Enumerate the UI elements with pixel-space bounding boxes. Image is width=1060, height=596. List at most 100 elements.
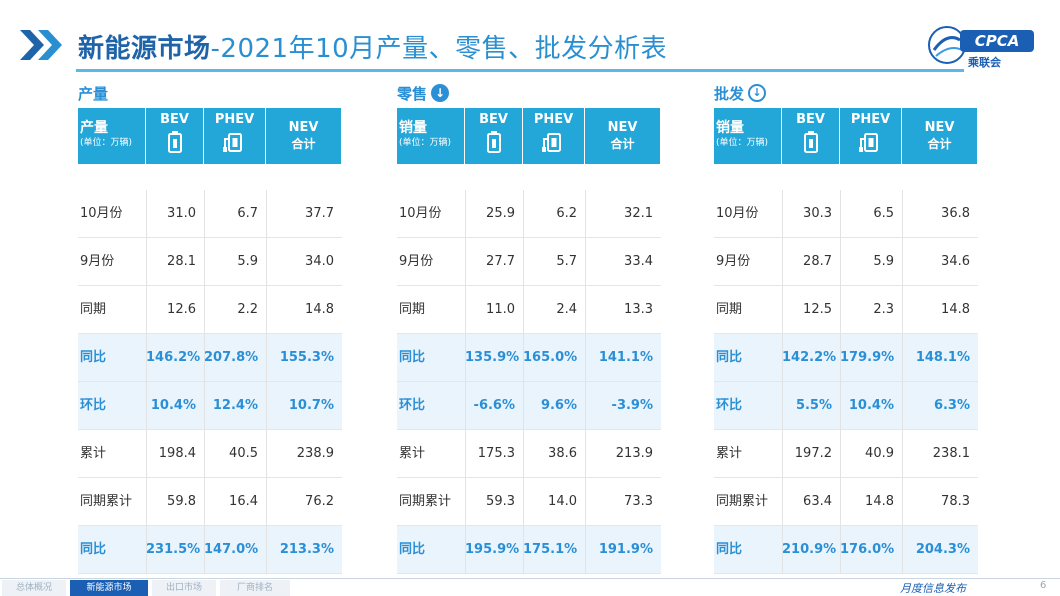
section-retail: 零售 ↓ 销量 (单位：万辆) BEV PHEV NEV 合计 10月份 25.9 6.2 32.1 9… xyxy=(397,82,661,574)
logo-text: CPCA xyxy=(960,30,1034,52)
footer-tab-overview[interactable]: 总体概况 xyxy=(2,580,66,596)
cell-nev: 213.3% xyxy=(279,542,334,557)
cell-nev: 204.3% xyxy=(915,542,970,557)
cell-nev: 37.7 xyxy=(305,206,334,221)
cell-nev: 14.8 xyxy=(941,302,970,317)
table-row: 同期累计 59.3 14.0 73.3 xyxy=(397,478,661,526)
header-cell-label: 销量 (单位：万辆) xyxy=(714,108,782,164)
cell-bev: 12.5 xyxy=(803,302,832,317)
cell-bev: 197.2 xyxy=(794,446,832,461)
column-separator xyxy=(840,190,841,574)
header-cell-nev: NEV 合计 xyxy=(585,108,661,164)
header-metric: 产量 xyxy=(80,120,108,136)
cell-bev: 12.6 xyxy=(167,302,196,317)
row-label: 累计 xyxy=(716,446,743,461)
section-production: 产量 产量 (单位：万辆) BEV PHEV NEV 合计 10月份 31.0 6.7 37.7 9月… xyxy=(78,82,342,574)
footer-slogan: 月度信息发布 xyxy=(900,582,966,595)
cell-bev: 27.7 xyxy=(486,254,515,269)
row-label: 环比 xyxy=(80,398,107,413)
row-label: 同期累计 xyxy=(80,494,133,509)
cell-phev: 9.6% xyxy=(540,398,577,413)
header-nev-total: 合计 xyxy=(610,137,635,151)
table-row: 同比 231.5% 147.0% 213.3% xyxy=(78,526,342,574)
charging-plug-icon xyxy=(222,133,242,152)
header-nev-text: NEV xyxy=(924,120,955,135)
cell-phev: 6.2 xyxy=(556,206,577,221)
cell-nev: -3.9% xyxy=(611,398,653,413)
battery-icon xyxy=(167,131,182,153)
table-row: 同比 210.9% 176.0% 204.3% xyxy=(714,526,978,574)
row-label: 10月份 xyxy=(716,206,759,221)
cell-phev: 6.5 xyxy=(873,206,894,221)
header-nev-total: 合计 xyxy=(927,137,952,151)
row-label: 同期 xyxy=(716,302,743,317)
row-label: 9月份 xyxy=(399,254,434,269)
cell-phev: 176.0% xyxy=(840,542,895,557)
footer-tab-ranking[interactable]: 厂商排名 xyxy=(220,580,290,596)
cell-phev: 40.5 xyxy=(229,446,258,461)
cell-nev: 33.4 xyxy=(624,254,653,269)
cell-bev: 59.8 xyxy=(167,494,196,509)
cell-phev: 2.4 xyxy=(556,302,577,317)
column-separator xyxy=(266,190,267,574)
battery-icon xyxy=(486,131,501,153)
table-row: 同期 11.0 2.4 13.3 xyxy=(397,286,661,334)
slide-footer: 总体概况 新能源市场 出口市场 厂商排名 月度信息发布 6 xyxy=(0,574,1060,596)
column-separator xyxy=(585,190,586,574)
cell-phev: 10.4% xyxy=(848,398,894,413)
header-unit: (单位：万辆) xyxy=(399,138,452,148)
row-label: 同比 xyxy=(399,350,426,365)
cpca-logo: CPCA 乘联会 xyxy=(920,20,1040,69)
table-row: 10月份 31.0 6.7 37.7 xyxy=(78,190,342,238)
footer-tab-nev-market[interactable]: 新能源市场 xyxy=(70,580,148,596)
data-table: 销量 (单位：万辆) BEV PHEV NEV 合计 10月份 25.9 6.2 32.1 9月份 2… xyxy=(397,108,661,574)
table-row: 同期 12.5 2.3 14.8 xyxy=(714,286,978,334)
page-number: 6 xyxy=(1040,580,1047,591)
cell-bev: 195.9% xyxy=(465,542,520,557)
header-cell-bev: BEV xyxy=(782,108,840,164)
cell-nev: 6.3% xyxy=(933,398,970,413)
cell-bev: 63.4 xyxy=(803,494,832,509)
cell-phev: 6.7 xyxy=(237,206,258,221)
cell-nev: 78.3 xyxy=(941,494,970,509)
table-row: 10月份 25.9 6.2 32.1 xyxy=(397,190,661,238)
cell-bev: 11.0 xyxy=(486,302,515,317)
table-row: 9月份 27.7 5.7 33.4 xyxy=(397,238,661,286)
table-row: 同比 142.2% 179.9% 148.1% xyxy=(714,334,978,382)
footer-tab-export[interactable]: 出口市场 xyxy=(152,580,216,596)
cell-phev: 2.3 xyxy=(873,302,894,317)
page-title: 新能源市场-2021年10月产量、零售、批发分析表 xyxy=(78,28,667,65)
row-label: 同期累计 xyxy=(716,494,769,509)
cell-bev: 231.5% xyxy=(146,542,201,557)
cell-bev: 146.2% xyxy=(146,350,201,365)
chevron-double-right-icon xyxy=(20,30,62,60)
row-label: 10月份 xyxy=(80,206,123,221)
header-cell-nev: NEV 合计 xyxy=(902,108,978,164)
cell-phev: 5.9 xyxy=(237,254,258,269)
logo-subtext: 乘联会 xyxy=(968,56,1001,69)
header-phev-text: PHEV xyxy=(214,112,255,127)
table-row: 累计 197.2 40.9 238.1 xyxy=(714,430,978,478)
table-row: 累计 175.3 38.6 213.9 xyxy=(397,430,661,478)
cell-nev: 34.0 xyxy=(305,254,334,269)
cell-bev: 210.9% xyxy=(782,542,837,557)
table-row: 9月份 28.7 5.9 34.6 xyxy=(714,238,978,286)
row-label: 同比 xyxy=(716,350,743,365)
cell-phev: 14.8 xyxy=(865,494,894,509)
row-label: 同期 xyxy=(399,302,426,317)
header-cell-bev: BEV xyxy=(465,108,523,164)
cell-nev: 191.9% xyxy=(598,542,653,557)
header-bev-text: BEV xyxy=(479,112,508,127)
row-label: 环比 xyxy=(399,398,426,413)
header-phev-text: PHEV xyxy=(533,112,574,127)
row-label: 同比 xyxy=(80,542,107,557)
row-label: 同比 xyxy=(716,542,743,557)
header-cell-phev: PHEV xyxy=(840,108,902,164)
column-separator xyxy=(146,190,147,574)
cell-nev: 10.7% xyxy=(288,398,334,413)
cell-bev: -6.6% xyxy=(473,398,515,413)
table-row: 同期 12.6 2.2 14.8 xyxy=(78,286,342,334)
header-phev-text: PHEV xyxy=(850,112,891,127)
cell-nev: 213.9 xyxy=(615,446,653,461)
column-separator xyxy=(902,190,903,574)
